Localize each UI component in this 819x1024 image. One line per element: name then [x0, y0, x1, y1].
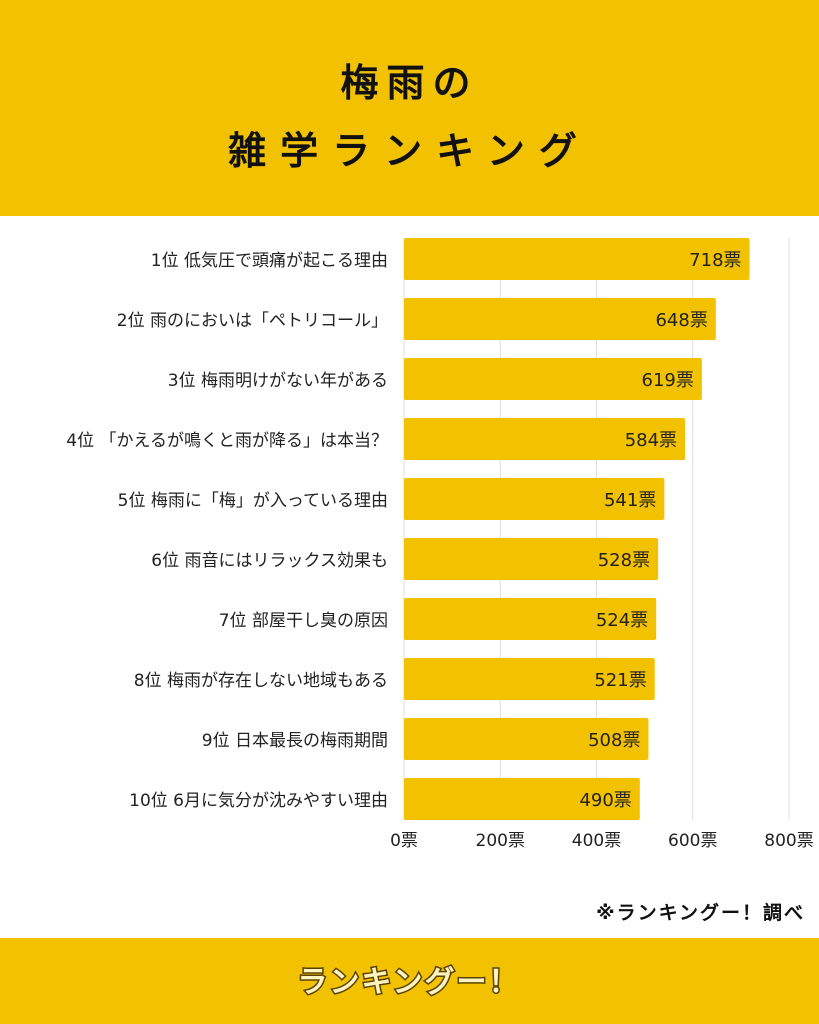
- category-label: 1位 低気圧で頭痛が起こる理由: [151, 251, 388, 271]
- category-label: 10位 6月に気分が沈みやすい理由: [129, 791, 388, 811]
- bar-value-label: 528票: [598, 550, 650, 571]
- category-label: 6位 雨音にはリラックス効果も: [151, 551, 388, 571]
- bar-value-label: 524票: [596, 610, 648, 631]
- x-tick-label: 800票: [764, 831, 813, 851]
- category-label: 2位 雨のにおいは「ペトリコール」: [117, 311, 388, 331]
- category-label: 7位 部屋干し臭の原因: [219, 611, 388, 631]
- x-tick-label: 200票: [476, 831, 525, 851]
- bar-chart: 718票 648票 619票 584票 541票 528票 524票 521票 508票 490票…: [66, 238, 814, 851]
- ranking-logo: ランキングー！: [296, 964, 520, 1002]
- bar-value-label: 648票: [655, 310, 707, 331]
- category-label: 5位 梅雨に「梅」が入っている理由: [118, 491, 388, 511]
- bars: 718票 648票 619票 584票 541票 528票 524票 521票 508票 490票: [404, 238, 750, 820]
- page-title-line2: 雑学ランキング: [228, 129, 591, 173]
- category-label: 3位 梅雨明けがない年がある: [168, 371, 388, 391]
- bar-value-label: 718票: [689, 250, 741, 271]
- bar-value-label: 490票: [579, 790, 631, 811]
- bar: [404, 478, 665, 520]
- bar: [404, 658, 655, 700]
- bar: [404, 238, 750, 280]
- x-tick-label: 600票: [668, 831, 717, 851]
- x-tick-label: 0票: [390, 831, 418, 851]
- x-tick-label: 400票: [572, 831, 621, 851]
- page-title-line1: 梅雨の: [340, 61, 479, 105]
- bar: [404, 598, 657, 640]
- logo-text: ランキングー！: [297, 965, 520, 1000]
- category-labels: 1位 低気圧で頭痛が起こる理由 2位 雨のにおいは「ペトリコール」 3位 梅雨明けが…: [66, 251, 388, 811]
- category-label: 8位 梅雨が存在しない地域もある: [134, 671, 388, 691]
- bar: [404, 418, 686, 460]
- bar: [404, 358, 702, 400]
- category-label: 9位 日本最長の梅雨期間: [202, 731, 388, 751]
- bar-value-label: 508票: [588, 730, 640, 751]
- bar-value-label: 584票: [625, 430, 677, 451]
- bar: [404, 538, 659, 580]
- bar: [404, 298, 716, 340]
- source-note: ※ランキングー！調べ: [596, 902, 805, 924]
- bar-value-label: 541票: [604, 490, 656, 511]
- bar-value-label: 619票: [642, 370, 694, 391]
- bar-value-label: 521票: [594, 670, 646, 691]
- chart-panel: 718票 648票 619票 584票 541票 528票 524票 521票 508票 490票…: [0, 216, 819, 938]
- bar: [404, 778, 640, 820]
- x-axis-ticks: 0票 200票 400票 600票 800票: [390, 831, 814, 851]
- category-label: 4位 「かえるが鳴くと雨が降る」は本当？: [66, 431, 388, 451]
- bar: [404, 718, 649, 760]
